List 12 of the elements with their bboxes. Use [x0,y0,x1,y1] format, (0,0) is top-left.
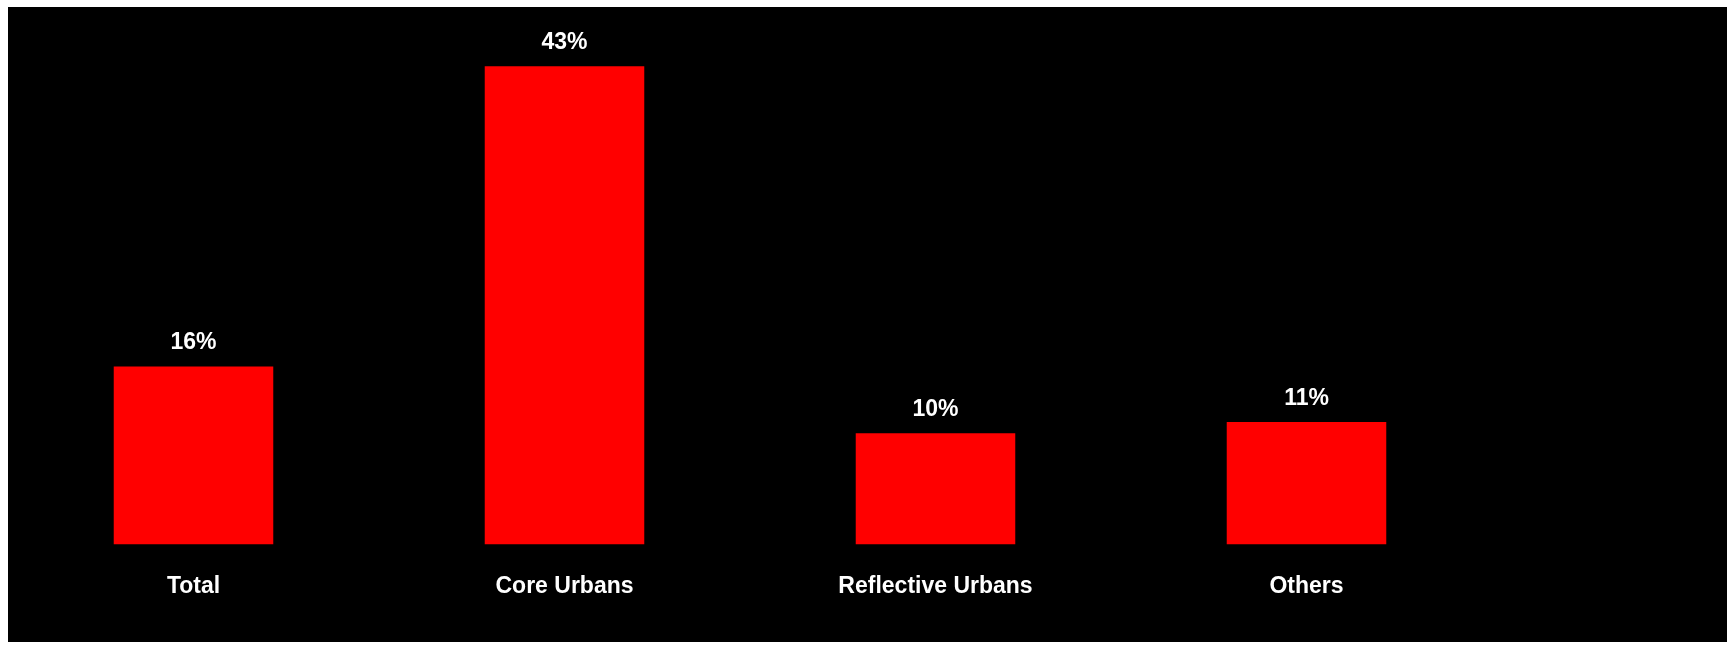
x-tick-label: Reflective Urbans [838,571,1033,598]
data-label: 11% [1284,383,1329,410]
x-tick-label: Core Urbans [495,571,634,598]
x-tick-label: Others [1269,571,1344,598]
x-tick-label: Total [166,571,221,598]
bar [113,366,274,545]
bar [484,66,645,545]
bar [855,433,1016,545]
data-label: 16% [170,328,217,355]
data-label: 43% [541,27,588,54]
data-label: 10% [912,395,959,422]
bar [1226,422,1387,545]
